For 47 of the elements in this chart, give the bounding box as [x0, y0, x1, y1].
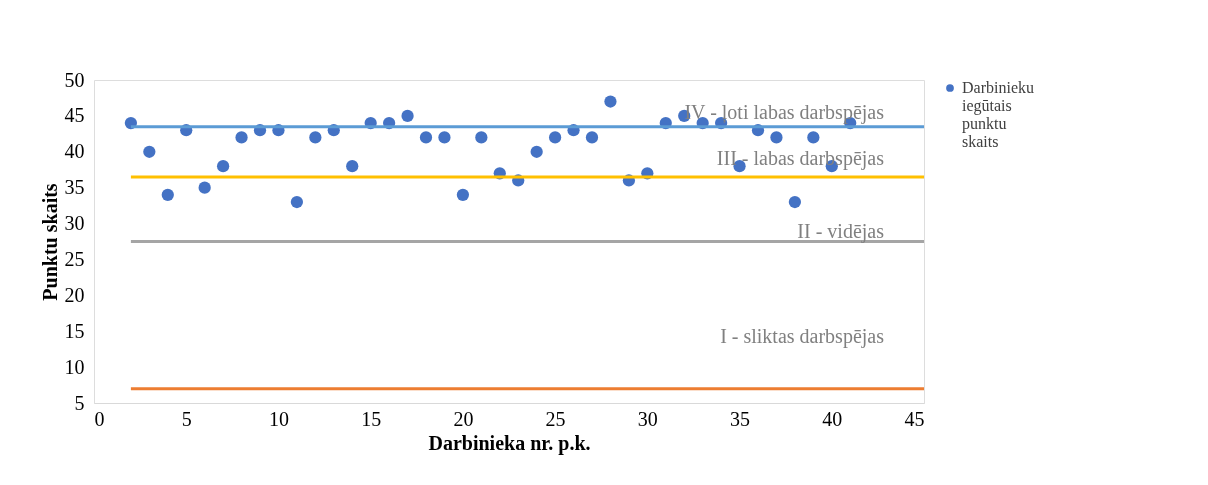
point	[604, 95, 617, 108]
y-tick-label: 15	[64, 319, 85, 342]
legend-label: Darbinieku iegūtais punktu skaits	[962, 79, 1034, 150]
point	[346, 160, 359, 173]
point	[419, 131, 433, 144]
x-tick-label: 35	[730, 407, 751, 430]
point	[235, 131, 248, 144]
point	[585, 131, 599, 144]
point	[309, 131, 322, 144]
point	[456, 188, 470, 201]
x-tick-label: 5	[181, 407, 192, 430]
y-tick-label: 20	[64, 283, 85, 306]
annotation: II - vidējas	[797, 219, 885, 243]
point	[548, 131, 562, 144]
point	[475, 131, 488, 144]
x-tick-label: 25	[545, 407, 566, 430]
y-tick-label: 35	[64, 176, 85, 199]
annotation: III - labas darbspējas	[716, 146, 885, 170]
y-tick-label: 45	[64, 104, 85, 127]
point	[401, 109, 414, 122]
annotation: IV - ļoti labas darbspējas	[684, 100, 885, 124]
y-tick-label: 5	[74, 391, 85, 414]
point	[770, 131, 783, 144]
x-tick-label: 45	[904, 407, 925, 430]
point	[530, 145, 543, 158]
point	[788, 195, 802, 209]
point	[290, 195, 304, 209]
annotation: I - sliktas darbspējas	[720, 324, 885, 348]
x-tick-label: 40	[822, 407, 843, 430]
point	[807, 131, 820, 144]
point	[198, 181, 211, 194]
point	[143, 145, 156, 158]
x-tick-label: 20	[453, 407, 474, 430]
y-tick-label: 25	[64, 247, 85, 270]
x-tick-label: 10	[268, 407, 289, 430]
x-tick-label: 30	[637, 407, 658, 430]
point	[438, 131, 451, 144]
x-tick-label: 0	[94, 407, 105, 430]
y-axis-title: Punktu skaits	[38, 183, 61, 301]
point	[161, 188, 174, 201]
y-tick-label: 10	[64, 355, 85, 378]
y-tick-label: 40	[64, 140, 85, 163]
y-tick-label: 30	[64, 212, 85, 235]
y-tick-label: 50	[64, 68, 85, 91]
x-axis-title: Darbinieka nr. p.k.	[428, 431, 591, 455]
point	[216, 160, 230, 173]
x-tick-label: 15	[361, 407, 382, 430]
